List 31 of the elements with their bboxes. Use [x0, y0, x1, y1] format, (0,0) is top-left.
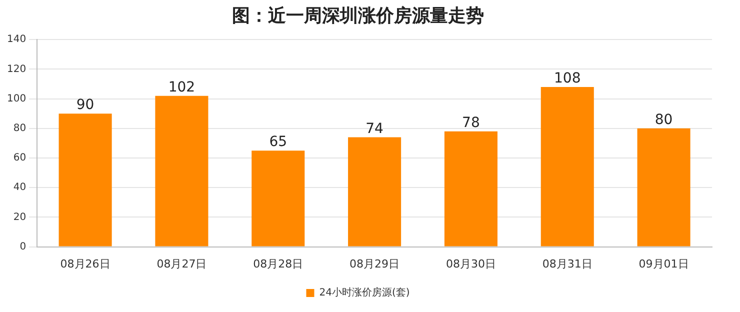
data-label: 102 [168, 79, 196, 96]
x-tick-label: 09月01日 [638, 257, 689, 270]
bar [58, 114, 112, 246]
data-label: 108 [554, 70, 581, 87]
y-tick-label: 80 [13, 122, 26, 134]
data-label: 74 [366, 120, 384, 137]
x-tick-label: 08月29日 [350, 257, 400, 270]
bar [444, 131, 498, 246]
bar [252, 150, 305, 246]
bar [348, 137, 402, 246]
bar [540, 86, 594, 246]
y-tick-label: 60 [13, 152, 26, 164]
y-tick-label: 40 [13, 182, 26, 194]
bar [637, 128, 690, 246]
y-tick-label: 140 [6, 34, 26, 46]
y-tick-label: 0 [20, 241, 26, 252]
data-label: 65 [269, 134, 288, 150]
x-tick-label: 08月28日 [253, 257, 304, 270]
y-tick-label: 100 [6, 93, 26, 104]
chart-title: 图：近一周深圳涨价房源量走势 [232, 5, 484, 26]
data-label: 90 [76, 97, 94, 114]
bar [155, 96, 208, 246]
legend-label: 24小时涨价房源(套) [319, 286, 410, 299]
x-tick-label: 08月27日 [156, 257, 207, 270]
data-label: 78 [462, 115, 480, 131]
y-tick-label: 120 [6, 64, 26, 75]
x-tick-label: 08月31日 [542, 257, 592, 270]
y-tick-label: 20 [13, 212, 26, 223]
data-label: 80 [654, 112, 673, 128]
x-tick-label: 08月26日 [60, 257, 110, 270]
x-tick-label: 08月30日 [446, 257, 496, 270]
